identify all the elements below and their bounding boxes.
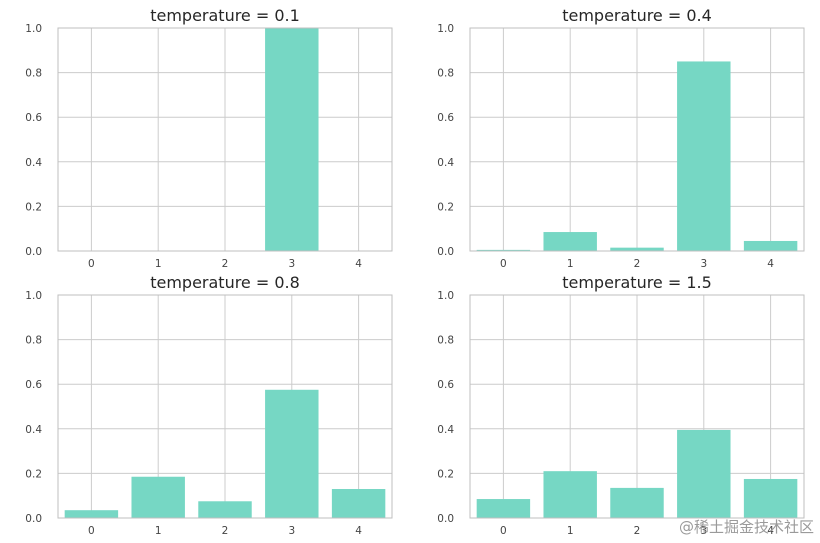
bar-3 bbox=[265, 389, 319, 518]
plot-frame bbox=[57, 27, 393, 252]
subplot-3: 0.0 0.2 0.4 0.6 0.8 1.0 0 1 2 3 4 temperature = 1.5 bbox=[437, 273, 805, 537]
y-tick-label: 0.4 bbox=[437, 424, 454, 436]
bar-1 bbox=[543, 471, 597, 518]
x-tick-label: 1 bbox=[567, 258, 574, 270]
x-tick-label: 4 bbox=[767, 258, 774, 270]
y-tick-label: 0.4 bbox=[25, 424, 42, 436]
y-tick-label: 0.0 bbox=[437, 513, 454, 525]
y-tick-label: 0.6 bbox=[437, 379, 454, 391]
y-tick-label: 0.4 bbox=[437, 157, 454, 169]
x-tick-label: 3 bbox=[288, 258, 295, 270]
x-tick-label: 0 bbox=[88, 525, 95, 537]
y-tick-label: 0.0 bbox=[25, 246, 42, 258]
x-tick-label: 2 bbox=[222, 258, 229, 270]
x-tick-label: 2 bbox=[634, 525, 641, 537]
subplot-2: 0.0 0.2 0.4 0.6 0.8 1.0 0 1 2 3 4 temperature = 0.8 bbox=[25, 273, 393, 537]
x-tick-label: 1 bbox=[155, 525, 162, 537]
bar-0 bbox=[476, 499, 531, 518]
y-tick-label: 0.8 bbox=[437, 68, 454, 80]
bar-3 bbox=[265, 28, 319, 251]
y-tick-label: 0.8 bbox=[25, 335, 42, 347]
watermark: @稀土掘金技术社区 bbox=[678, 518, 814, 536]
x-tick-label: 2 bbox=[634, 258, 641, 270]
plot-frame bbox=[469, 27, 805, 252]
bar-1 bbox=[543, 232, 597, 251]
bar-3 bbox=[677, 429, 731, 518]
y-tick-label: 0.6 bbox=[25, 379, 42, 391]
y-tick-label: 0.2 bbox=[437, 468, 454, 480]
y-tick-label: 0.8 bbox=[25, 68, 42, 80]
bar-2 bbox=[198, 501, 252, 518]
bar-4 bbox=[743, 478, 798, 518]
y-tick-label: 0.2 bbox=[25, 201, 42, 213]
chart-title: temperature = 0.4 bbox=[562, 6, 712, 25]
bar-2 bbox=[610, 487, 664, 518]
chart-title: temperature = 0.8 bbox=[150, 273, 300, 292]
bar-4 bbox=[331, 489, 386, 518]
subplot-1: 0.0 0.2 0.4 0.6 0.8 1.0 0 1 2 3 4 temperature = 0.4 bbox=[437, 6, 805, 270]
chart-title: temperature = 1.5 bbox=[562, 273, 712, 292]
x-tick-label: 0 bbox=[500, 258, 507, 270]
x-tick-label: 0 bbox=[88, 258, 95, 270]
x-tick-label: 3 bbox=[700, 525, 707, 537]
bar-0 bbox=[476, 249, 531, 251]
x-tick-label: 4 bbox=[355, 525, 362, 537]
chart-title: temperature = 0.1 bbox=[150, 6, 300, 25]
y-tick-label: 0.2 bbox=[25, 468, 42, 480]
bar-1 bbox=[131, 476, 185, 518]
x-tick-label: 0 bbox=[500, 525, 507, 537]
y-tick-label: 0.8 bbox=[437, 335, 454, 347]
plot-frame bbox=[57, 294, 393, 519]
bar-0 bbox=[64, 510, 119, 518]
x-tick-label: 1 bbox=[155, 258, 162, 270]
y-tick-label: 0.2 bbox=[437, 201, 454, 213]
x-tick-label: 3 bbox=[288, 525, 295, 537]
bar-3 bbox=[677, 61, 731, 252]
y-tick-label: 1.0 bbox=[437, 290, 454, 302]
x-tick-label: 4 bbox=[355, 258, 362, 270]
y-tick-label: 0.6 bbox=[25, 112, 42, 124]
x-tick-label: 4 bbox=[767, 525, 774, 537]
y-tick-label: 0.6 bbox=[437, 112, 454, 124]
y-tick-label: 0.4 bbox=[25, 157, 42, 169]
subplot-0: 0.0 0.2 0.4 0.6 0.8 1.0 0 1 2 3 4 temperature = 0.1 bbox=[25, 6, 393, 270]
plot-frame bbox=[469, 294, 805, 519]
y-tick-label: 0.0 bbox=[437, 246, 454, 258]
bar-2 bbox=[610, 247, 664, 251]
x-tick-label: 3 bbox=[700, 258, 707, 270]
bar-4 bbox=[743, 240, 798, 251]
y-tick-label: 1.0 bbox=[437, 23, 454, 35]
y-tick-label: 0.0 bbox=[25, 513, 42, 525]
y-tick-label: 1.0 bbox=[25, 290, 42, 302]
x-tick-label: 1 bbox=[567, 525, 574, 537]
x-tick-label: 2 bbox=[222, 525, 229, 537]
y-tick-label: 1.0 bbox=[25, 23, 42, 35]
